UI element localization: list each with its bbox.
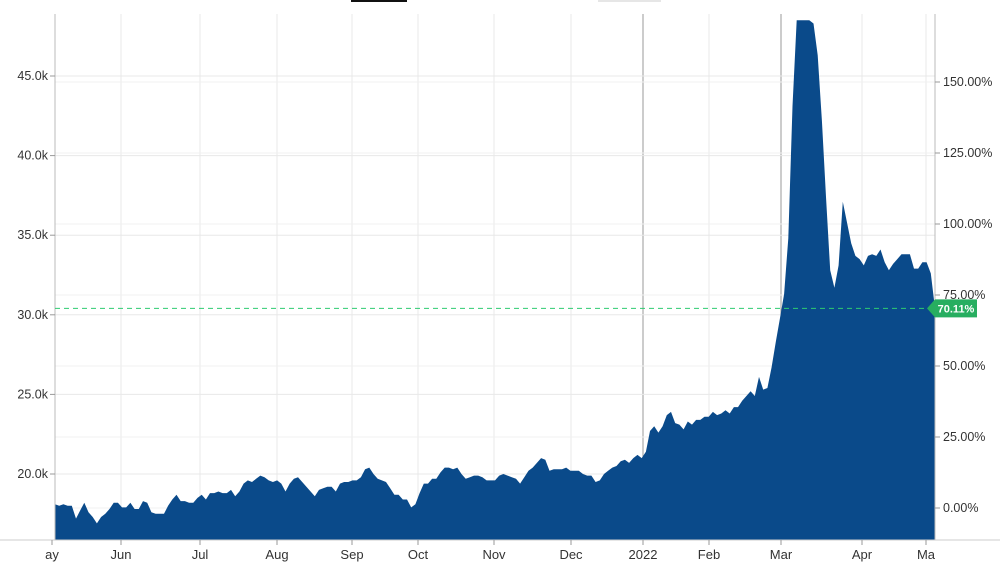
area-fill: [55, 20, 935, 541]
toolbar-selected-tab[interactable]: [351, 0, 407, 2]
y-left-tick-label: 40.0k: [17, 149, 48, 163]
y-right-tick-label: 150.00%: [943, 75, 992, 89]
current-value-tag-background: [927, 299, 977, 318]
y-left-tick-label: 25.0k: [17, 387, 48, 401]
x-tick-label: Nov: [482, 547, 506, 562]
y-right-tick-label: 125.00%: [943, 146, 992, 160]
x-tick-label: Ma: [917, 547, 936, 562]
toolbar-tab-stub[interactable]: [598, 0, 661, 2]
current-value-tag: 70.11%: [927, 299, 977, 318]
x-tick-label: Aug: [265, 547, 288, 562]
y-right-tick-label: 75.00%: [943, 288, 985, 302]
x-tick-label: 2022: [629, 547, 658, 562]
toolbar-fragment: [351, 0, 661, 2]
reference-line-group: 70.11%: [55, 299, 977, 318]
x-tick-label: Dec: [559, 547, 583, 562]
x-tick-label: Oct: [408, 547, 429, 562]
area-series: [54, 20, 936, 541]
x-tick-label: Jul: [192, 547, 209, 562]
y-right-tick-label: 100.00%: [943, 217, 992, 231]
x-tick-label: Feb: [698, 547, 720, 562]
x-tick-label: Mar: [770, 547, 793, 562]
axes: 20.0k 25.0k 30.0k 35.0k 40.0k 45.0k 0.00% 25.00…: [0, 14, 1000, 562]
y-left-tick-label: 35.0k: [17, 228, 48, 242]
y-left-tick-label: 20.0k: [17, 467, 48, 481]
x-tick-label: Sep: [340, 547, 363, 562]
y-left-tick-label: 45.0k: [17, 69, 48, 83]
x-tick-label: ay: [45, 547, 59, 562]
y-right-tick-label: 0.00%: [943, 501, 978, 515]
y-right-tick-label: 25.00%: [943, 430, 985, 444]
current-value-label: 70.11%: [938, 303, 975, 315]
y-left-tick-label: 30.0k: [17, 308, 48, 322]
x-tick-label: Jun: [111, 547, 132, 562]
y-right-tick-label: 50.00%: [943, 359, 985, 373]
x-tick-label: Apr: [852, 547, 873, 562]
